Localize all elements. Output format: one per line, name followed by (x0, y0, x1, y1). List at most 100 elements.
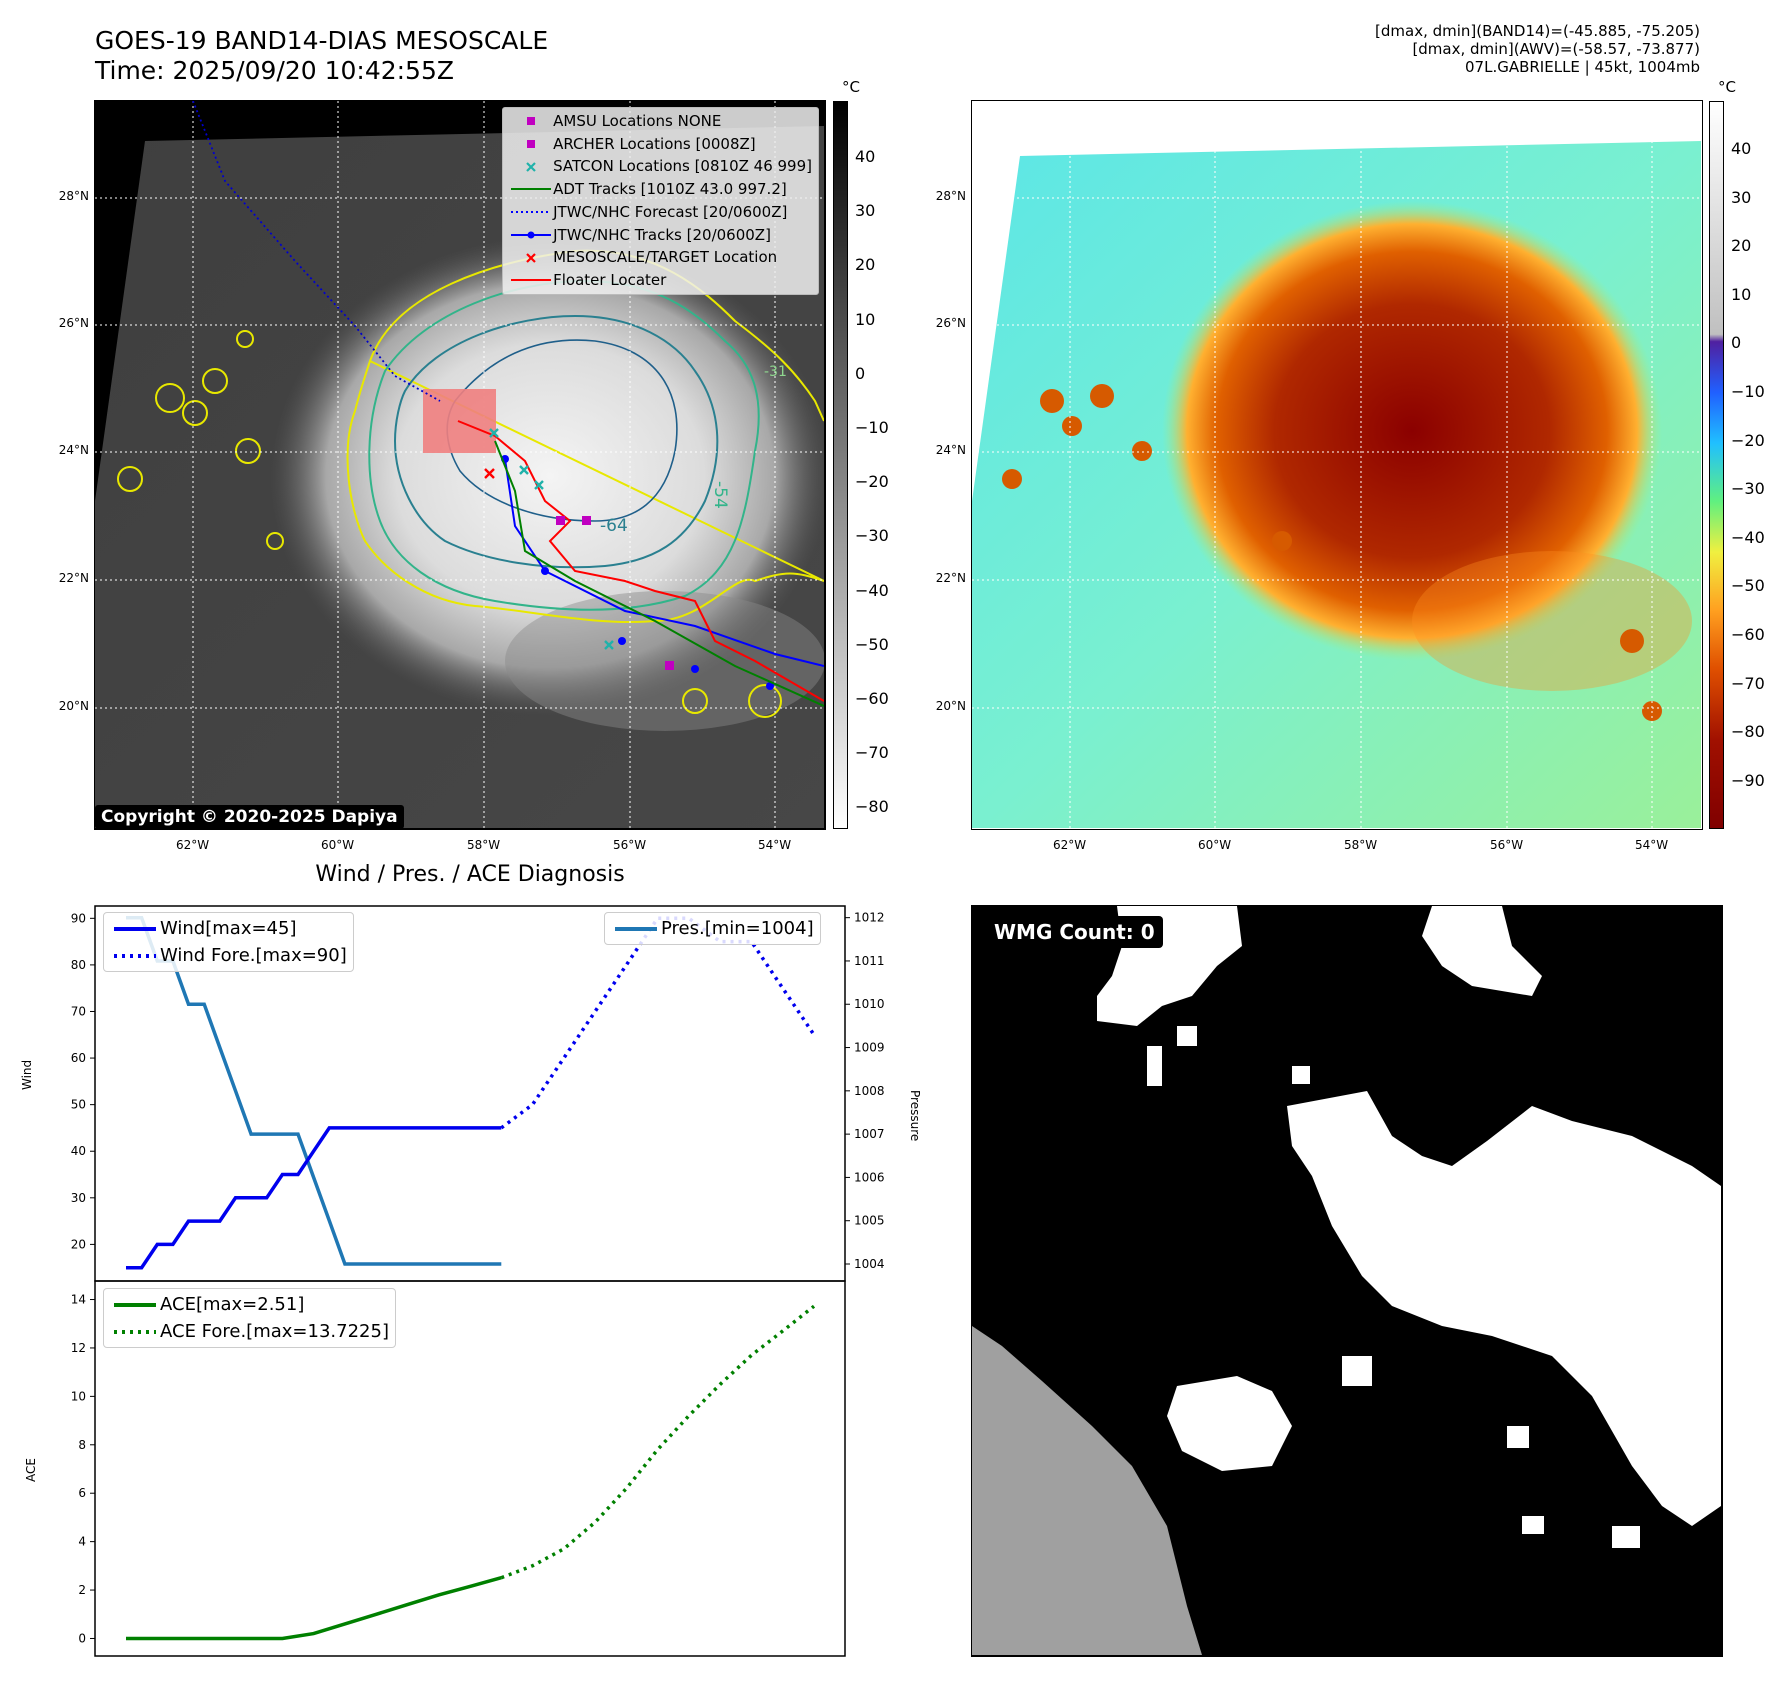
awv-lat-labels: 28°N 26°N 24°N 22°N 20°N (922, 100, 970, 830)
lon-label: 60°W (321, 838, 355, 852)
awv-tick: −50 (1731, 576, 1765, 596)
stats-header: [dmax, dmin](BAND14)=(-45.885, -75.205) … (1375, 22, 1700, 76)
lon-label: 58°W (1344, 838, 1378, 852)
ir-tick: −30 (855, 526, 889, 546)
ir-colorbar (833, 101, 848, 829)
satcon-markers (489, 428, 614, 650)
lat-label: 28°N (58, 189, 89, 203)
wind-tick-label: 50 (71, 1098, 86, 1112)
legend-ace-fore: ACE Fore.[max=13.7225] (114, 1321, 389, 1342)
ir-tick: −20 (855, 472, 889, 492)
ir-tick: −60 (855, 689, 889, 708)
floater-locater (457, 420, 824, 702)
target-marker (484, 468, 495, 479)
awv-tick: 30 (1731, 187, 1752, 207)
lon-label: 62°W (176, 838, 210, 852)
pressure-tick-label: 1005 (854, 1214, 885, 1228)
wind-tick-label: 30 (71, 1191, 86, 1205)
ace-forecast-line (500, 1304, 816, 1580)
awv-gridlines (972, 101, 1701, 828)
ace-tick-label: 6 (78, 1486, 86, 1500)
diag-title: Wind / Pres. / ACE Diagnosis (315, 862, 625, 887)
lat-label: 24°N (58, 443, 89, 457)
pressure-tick-label: 1010 (854, 997, 885, 1011)
awv-tick: −90 (1731, 770, 1765, 790)
lon-label: 56°W (613, 838, 647, 852)
awv-colorbar-unit: °C (1718, 78, 1736, 96)
wind-tick-label: 20 (71, 1237, 86, 1251)
lon-label: 60°W (1198, 838, 1232, 852)
awv-tick: −10 (1731, 382, 1765, 401)
pressure-line (126, 915, 502, 1266)
ir-legend-symbol (509, 159, 553, 175)
ir-map-panel: -31 -54 -64 AMSU Locations NONE ARCHER Lo… (94, 100, 826, 830)
ir-legend-symbol (509, 227, 553, 243)
diag-svg: 2030405060708090100410051006100710081009… (71, 905, 885, 1657)
pressure-tick-label: 1011 (854, 954, 885, 968)
wind-tick-label: 40 (71, 1144, 86, 1158)
awv-tick: −40 (1731, 527, 1765, 547)
lon-label: 56°W (1490, 838, 1524, 852)
legend-wind-fore: Wind Fore.[max=90] (114, 945, 347, 966)
awv-tick: 40 (1731, 139, 1752, 158)
ace-tick-label: 8 (78, 1438, 86, 1452)
awv-lon-labels: 62°W 60°W 58°W 56°W 54°W (971, 838, 1703, 854)
wind-axis-label: Wind (20, 1059, 34, 1090)
ir-legend: AMSU Locations NONE ARCHER Locations [000… (502, 107, 819, 295)
wmg-panel: WMG Count: 0 (971, 905, 1723, 1657)
lat-label: 20°N (935, 699, 966, 713)
ir-legend-item: AMSU Locations NONE (509, 110, 812, 133)
ace-legend: ACE[max=2.51] ACE Fore.[max=13.7225] (103, 1288, 396, 1348)
lat-label: 22°N (935, 571, 966, 585)
ir-legend-label: ADT Tracks [1010Z 43.0 997.2] (553, 180, 787, 199)
pressure-tick-label: 1007 (854, 1127, 885, 1141)
ace-tick-label: 10 (71, 1389, 86, 1403)
awv-tick: 0 (1731, 333, 1742, 353)
stats-line-1: [dmax, dmin](BAND14)=(-45.885, -75.205) (1375, 22, 1700, 40)
chart-title: GOES-19 BAND14-DIAS MESOSCALE Time: 2025… (95, 26, 548, 86)
ir-legend-symbol (509, 181, 553, 197)
ir-legend-label: Floater Locater (553, 270, 667, 289)
lon-label: 58°W (467, 838, 501, 852)
jtwc-track-points (501, 455, 774, 690)
ir-lat-labels: 28°N 26°N 24°N 22°N 20°N (45, 100, 93, 830)
ir-legend-label: AMSU Locations NONE (553, 112, 722, 130)
ir-legend-label: JTWC/NHC Tracks [20/0600Z] (553, 225, 771, 244)
ir-legend-item: SATCON Locations [0810Z 46 999] (509, 155, 812, 178)
legend-pres: Pres.[min=1004] (615, 918, 814, 939)
ir-legend-symbol (509, 272, 553, 288)
title-line-1: GOES-19 BAND14-DIAS MESOSCALE (95, 26, 549, 55)
wind-legend: Wind[max=45] Wind Fore.[max=90] (103, 912, 354, 972)
ir-map-svg: -31 -54 -64 (95, 101, 824, 828)
ir-tick: 0 (855, 363, 866, 383)
ir-colorbar-ticks: 40 30 20 10 0 −10 −20 −30 −40 −50 −60 −70 −80 (855, 101, 915, 829)
awv-rainband (1412, 551, 1692, 691)
ir-legend-item: MESOSCALE/TARGET Location (509, 246, 812, 269)
ace-tick-label: 0 (78, 1631, 86, 1645)
lat-label: 22°N (58, 571, 89, 585)
ir-legend-symbol (509, 204, 553, 220)
adt-track (494, 440, 824, 707)
ir-tick: 10 (855, 309, 876, 329)
pressure-tick-label: 1004 (854, 1257, 885, 1271)
ace-axis-label: ACE (24, 1458, 38, 1482)
awv-colorbar-ticks: 40 30 20 10 0 −10 −20 −30 −40 −50 −60 −70 −80 −90 (1731, 101, 1788, 829)
contour-label-64: -64 (600, 516, 628, 536)
ir-tick: 40 (855, 147, 876, 166)
ace-tick-label: 4 (78, 1535, 86, 1549)
forecast-track (192, 101, 441, 402)
lon-label: 54°W (1635, 838, 1669, 852)
awv-tick: −80 (1731, 722, 1765, 742)
lat-label: 26°N (58, 316, 89, 330)
ace-line (126, 1576, 502, 1641)
ir-legend-symbol (509, 113, 553, 129)
ace-tick-label: 14 (71, 1293, 86, 1307)
scattered-convection (117, 330, 782, 718)
awv-tick: 10 (1731, 284, 1752, 304)
wmg-white-regions (1097, 906, 1721, 1548)
ir-tick: −50 (855, 634, 889, 654)
ir-legend-item: Floater Locater (509, 269, 812, 292)
contour-label-54: -54 (710, 481, 730, 509)
jtwc-track (504, 458, 824, 667)
awv-map-svg (972, 101, 1701, 828)
